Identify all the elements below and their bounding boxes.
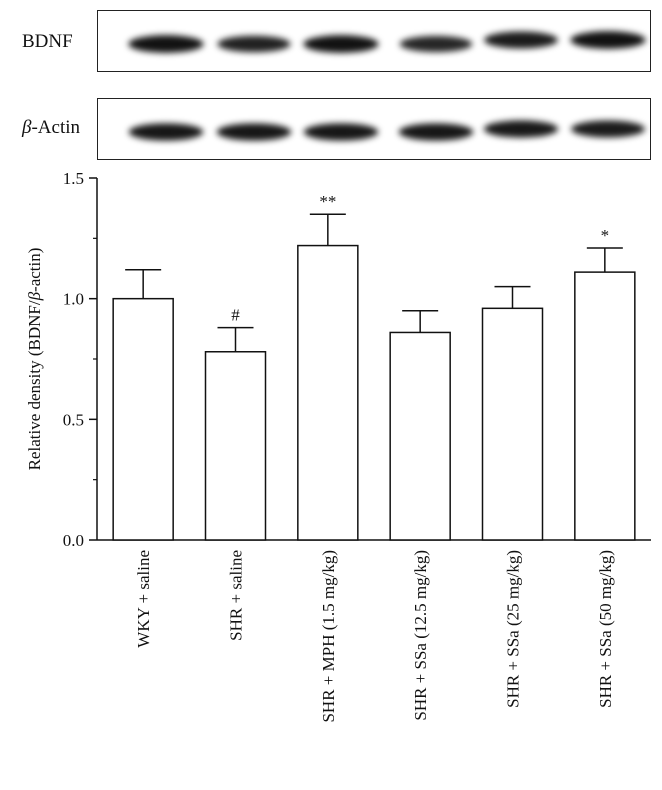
blot-band <box>303 35 379 53</box>
blot-band <box>571 120 645 138</box>
blot-band <box>483 120 559 138</box>
y-tick-label: 1.5 <box>63 169 84 188</box>
bar <box>112 297 174 541</box>
x-tick-label: SHR + SSa (12.5 mg/kg) <box>411 550 430 721</box>
blot-band <box>484 31 558 49</box>
x-tick-label: WKY + saline <box>134 550 153 648</box>
y-axis-ticks: 0.0 0.5 1.0 1.5 <box>63 169 97 550</box>
actin-blot-image <box>97 98 651 160</box>
x-tick-label: SHR + saline <box>227 550 246 641</box>
y-axis-label: Relative density (BDNF/β-actin) <box>25 248 44 471</box>
blot-band <box>128 35 204 53</box>
bdnf-blot-label: BDNF <box>22 31 73 52</box>
bar <box>297 244 359 541</box>
significance-marker: * <box>601 226 610 245</box>
blot-band <box>398 123 474 141</box>
bar <box>389 331 451 541</box>
actin-label-beta: β <box>22 117 32 138</box>
x-tick-label: SHR + SSa (25 mg/kg) <box>504 550 523 708</box>
bar <box>204 351 267 541</box>
x-tick-label: SHR + SSa (50 mg/kg) <box>596 550 615 708</box>
y-tick-label: 0.5 <box>63 410 84 429</box>
blot-band <box>128 123 204 141</box>
bdnf-bar-chart: 0.00.51.01.5 #*** WKY + saline SHR + sali… <box>25 169 651 723</box>
bar <box>574 271 636 541</box>
actin-blot-label: β-Actin <box>22 117 80 139</box>
y-axis-label-prefix: Relative density (BDNF/ <box>25 300 44 470</box>
blot-band <box>399 35 473 53</box>
chart-axes <box>96 178 651 541</box>
significance-marker: ** <box>319 192 336 211</box>
blot-band <box>217 35 291 53</box>
blot-band <box>216 123 292 141</box>
y-tick-label: 1.0 <box>63 290 84 309</box>
x-tick-label: SHR + MPH (1.5 mg/kg) <box>319 550 338 723</box>
blot-band <box>303 123 379 141</box>
y-axis-label-greek: β <box>25 291 44 301</box>
bdnf-blot-image <box>97 10 651 72</box>
blot-band <box>570 31 646 49</box>
bar <box>481 307 544 541</box>
y-tick-label: 0.0 <box>63 531 84 550</box>
y-axis-label-suffix: -actin) <box>25 248 44 292</box>
actin-label-text: -Actin <box>31 117 81 138</box>
bars-group: #*** <box>112 192 636 541</box>
significance-marker: # <box>231 306 240 325</box>
x-axis-tick-labels: WKY + saline SHR + saline SHR + MPH (1.5 m… <box>134 550 615 723</box>
